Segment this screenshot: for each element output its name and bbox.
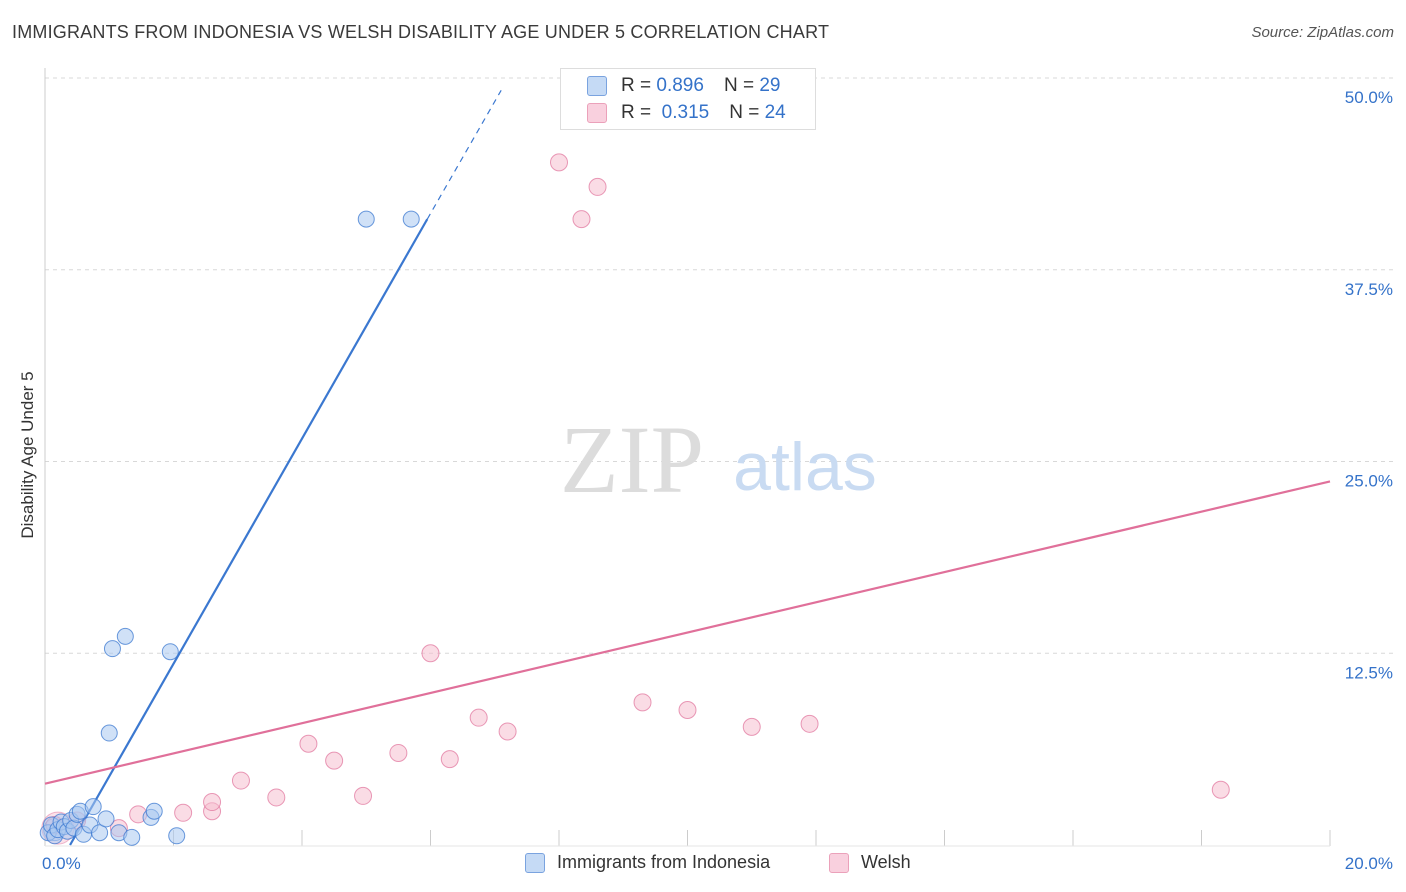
point-welsh-21 [678,701,697,720]
stats-row-indonesia: R = 0.896 N = 29 [587,73,780,99]
point-welsh-17 [550,153,568,172]
stats-n-value: 29 [759,75,781,96]
point-welsh-11 [354,786,373,805]
point-indonesia-23 [161,643,179,661]
stats-row-welsh: R = 0.315 N = 24 [587,100,786,126]
point-indonesia-20 [123,828,141,846]
point-welsh-6 [203,793,222,812]
stats-r-label: R = [621,75,652,96]
y-tick-label-0: 12.5% [1345,663,1393,682]
point-welsh-13 [421,644,440,663]
watermark: ZIP atlas [560,406,877,513]
point-indonesia-19 [116,627,134,645]
watermark-atlas: atlas [733,429,877,505]
legend-item-indonesia[interactable]: Immigrants from Indonesia [525,852,770,873]
stats-n-value: 24 [764,102,786,123]
point-welsh-10 [325,751,344,770]
x-tick-label-max: 20.0% [1345,854,1393,873]
legend-swatch-pink [829,852,849,873]
point-indonesia-16 [100,724,118,742]
point-indonesia-26 [402,210,420,228]
point-welsh-15 [469,708,488,727]
point-welsh-18 [572,210,591,229]
point-indonesia-14 [91,824,109,842]
point-welsh-4 [174,803,193,822]
point-welsh-22 [742,717,761,736]
y-tick-label-3: 50.0% [1345,88,1393,107]
bottom-legend: Immigrants from Indonesia Welsh [0,852,1406,878]
trend-line-welsh [44,480,1331,785]
point-indonesia-22 [145,802,163,820]
legend-label-indonesia: Immigrants from Indonesia [557,852,771,872]
stats-legend: R = 0.896 N = 29 R = 0.315 N = 24 [560,68,816,130]
point-welsh-8 [267,788,286,807]
point-welsh-23 [800,714,819,733]
point-welsh-16 [498,722,517,741]
point-indonesia-24 [168,827,186,845]
stats-n-label: N = [729,102,760,123]
stats-r-value: 0.315 [661,102,710,123]
data-points [39,153,1230,846]
legend-label-welsh: Welsh [861,852,911,872]
tick-labels: 12.5% 25.0% 37.5% 50.0% 0.0% 20.0% [42,88,1393,873]
axes [44,68,1331,847]
point-welsh-24 [1211,780,1230,799]
stats-r-value: 0.896 [656,75,704,96]
watermark-zip: ZIP [560,406,704,513]
point-welsh-7 [231,771,250,790]
point-welsh-14 [440,750,459,769]
trend-line-indonesia-extension [426,89,502,220]
legend-swatch-blue [525,852,545,873]
source-label: Source: ZipAtlas.com [1251,24,1394,41]
point-indonesia-13 [84,798,102,816]
x-tick-label-min: 0.0% [42,854,81,873]
trend-lines [44,89,1331,846]
stats-swatch-pink [587,103,607,123]
point-indonesia-25 [357,210,375,228]
stats-n-label: N = [723,75,755,96]
y-tick-label-2: 37.5% [1345,280,1393,299]
legend-item-welsh[interactable]: Welsh [829,852,911,873]
point-indonesia-17 [103,640,121,658]
point-indonesia-15 [97,810,115,828]
point-welsh-19 [588,177,607,196]
point-welsh-20 [633,693,652,712]
y-tick-label-1: 25.0% [1345,472,1393,491]
stats-swatch-blue [587,76,607,96]
chart-title: IMMIGRANTS FROM INDONESIA VS WELSH DISAB… [12,22,830,42]
point-welsh-12 [389,743,408,762]
stats-r-label: R = [621,102,652,123]
grid-lines [45,77,1395,654]
point-welsh-9 [299,734,318,753]
trend-line-indonesia [69,218,429,846]
